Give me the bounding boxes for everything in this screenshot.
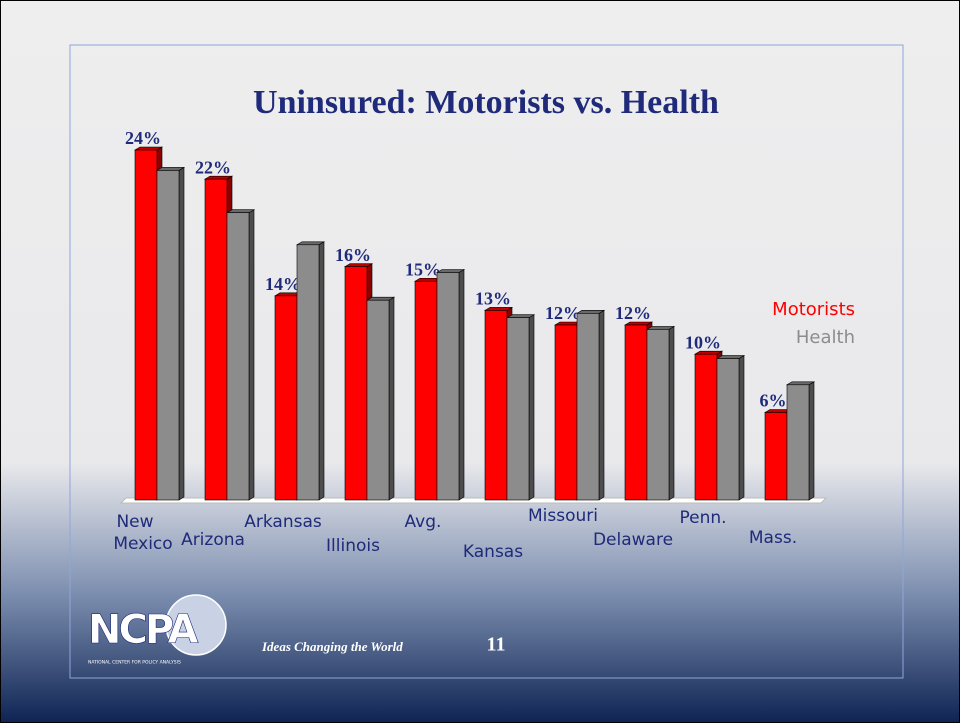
bar	[716, 358, 740, 501]
bar	[296, 244, 320, 501]
x-tick-label: Kansas	[463, 542, 523, 562]
legend-entry: Health	[796, 327, 855, 348]
value-label: 24%	[125, 128, 161, 148]
value-label: 14%	[265, 274, 301, 294]
logo-text: NCPA	[88, 607, 198, 653]
value-label: 12%	[545, 303, 581, 323]
bar	[506, 317, 530, 501]
bar-top	[435, 269, 466, 273]
x-tick-label: Mass.	[749, 528, 797, 548]
bar	[436, 272, 460, 501]
x-tick-label-line: Mexico	[113, 534, 172, 554]
bar-top	[365, 296, 396, 301]
bar	[344, 266, 368, 501]
bar	[226, 212, 250, 501]
bar-side	[458, 268, 465, 501]
bar-side	[248, 209, 255, 501]
bar-side	[528, 314, 535, 501]
x-tick-label: Penn.	[679, 508, 726, 528]
bar-top	[785, 381, 816, 386]
bar	[764, 412, 788, 501]
value-label: 15%	[405, 259, 441, 279]
bar-side	[738, 355, 745, 501]
bar-side	[668, 325, 675, 501]
x-tick-label-line: New	[116, 512, 153, 532]
bar-side	[808, 381, 815, 501]
x-tick-label: Illinois	[326, 536, 380, 556]
bar-top	[225, 209, 256, 214]
x-tick-label: Missouri	[528, 506, 598, 526]
x-tick-label: Arkansas	[244, 512, 322, 532]
bar-top	[505, 314, 536, 319]
bar	[646, 329, 670, 501]
value-label: 16%	[335, 245, 371, 265]
bar	[274, 295, 298, 501]
value-label: 22%	[195, 157, 231, 177]
bar	[786, 384, 810, 501]
bar-top	[155, 167, 186, 171]
bar-top	[295, 241, 326, 246]
x-tick-label: Delaware	[593, 530, 673, 550]
bar-top	[715, 355, 746, 359]
logo-globe	[165, 594, 227, 656]
value-label: 12%	[615, 303, 651, 323]
bar-top	[575, 310, 606, 314]
logo-caption: NATIONAL CENTER FOR POLICY ANALYSIS	[88, 660, 181, 666]
bar	[694, 353, 718, 501]
bar-side	[388, 296, 395, 501]
bar	[366, 299, 390, 501]
bar	[204, 178, 228, 501]
bar-top	[645, 326, 676, 330]
tagline: Ideas Changing the World	[261, 639, 403, 654]
bar-side	[598, 309, 605, 501]
value-label: 10%	[685, 332, 721, 352]
value-label: 6%	[760, 391, 787, 411]
page-number: 11	[487, 634, 506, 656]
logo: NCPA NATIONAL CENTER FOR POLICY ANALYSIS	[88, 594, 227, 666]
bar	[484, 310, 508, 501]
bar	[624, 324, 648, 501]
bar	[156, 170, 180, 501]
chart-title: Uninsured: Motorists vs. Health	[253, 84, 719, 121]
bar	[576, 313, 600, 501]
bar-side	[318, 241, 325, 501]
legend-entry: Motorists	[772, 299, 855, 320]
x-tick-label: Arizona	[181, 530, 245, 550]
bar	[134, 149, 158, 501]
bar	[554, 324, 578, 501]
bar	[414, 280, 438, 501]
bar-side	[178, 166, 185, 501]
x-tick-label: New Mexico	[113, 512, 172, 554]
value-label: 13%	[475, 289, 511, 309]
frame	[69, 44, 904, 679]
x-tick-label: Avg.	[405, 512, 442, 532]
